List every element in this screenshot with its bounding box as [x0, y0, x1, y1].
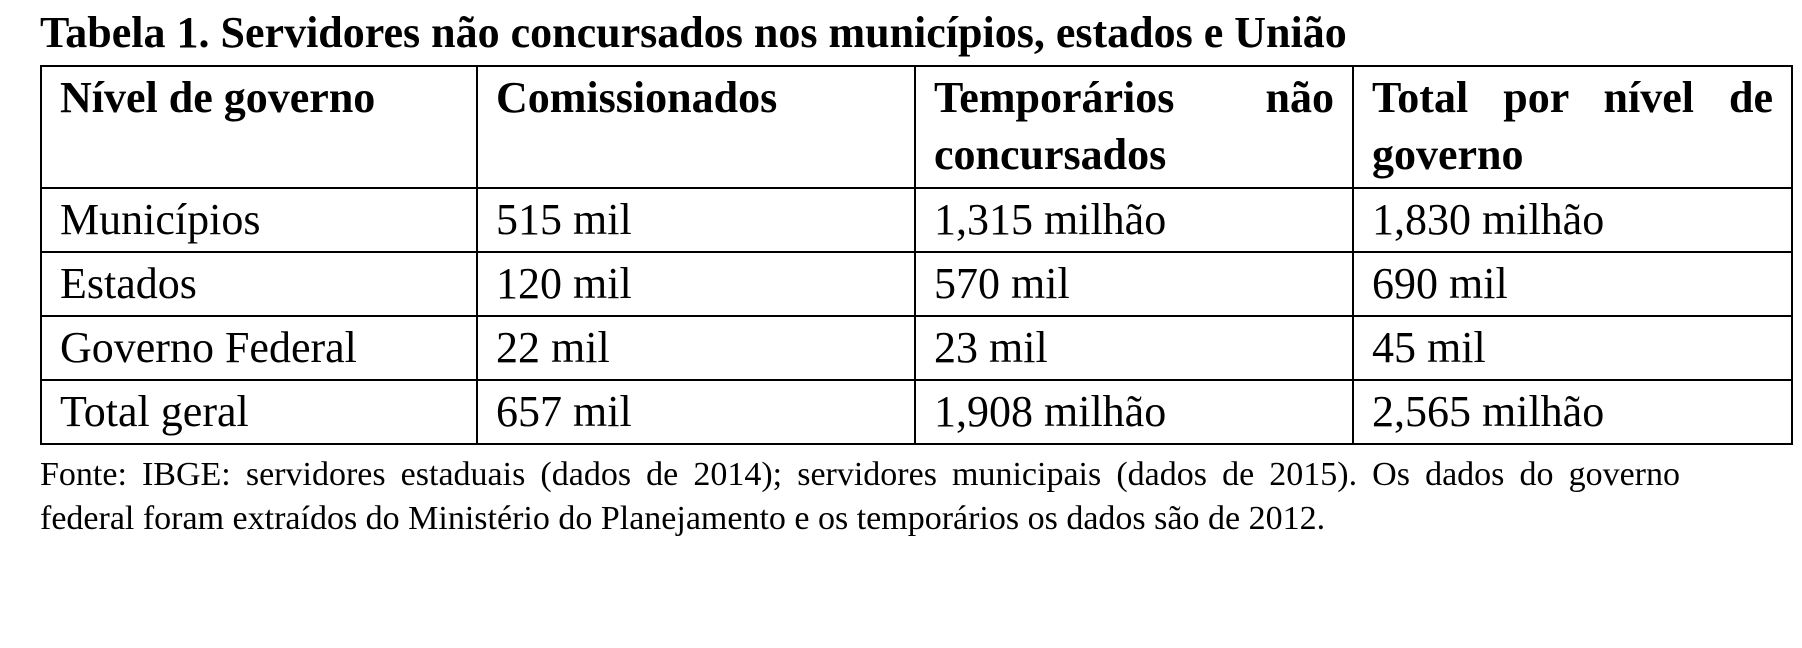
table-row: Estados 120 mil 570 mil 690 mil	[40, 251, 1793, 317]
table-row: Governo Federal 22 mil 23 mil 45 mil	[40, 315, 1793, 381]
table-cell: 1,908 milhão	[914, 379, 1354, 445]
data-table: Nível de governo Comissionados Temporári…	[40, 65, 1793, 445]
column-header-level: Nível de governo	[40, 65, 478, 189]
table-cell: 23 mil	[914, 315, 1354, 381]
column-header-total: Total por nível de governo	[1352, 65, 1793, 189]
table-cell: 1,315 milhão	[914, 187, 1354, 253]
table-cell: Municípios	[40, 187, 478, 253]
table-cell: Estados	[40, 251, 478, 317]
table-title: Tabela 1. Servidores não concursados nos…	[40, 8, 1347, 57]
table-header-row: Nível de governo Comissionados Temporári…	[40, 65, 1793, 189]
table-cell: 570 mil	[914, 251, 1354, 317]
table-cell: 22 mil	[476, 315, 916, 381]
table-cell: 515 mil	[476, 187, 916, 253]
table-cell: 657 mil	[476, 379, 916, 445]
table-cell: 1,830 milhão	[1352, 187, 1793, 253]
table-cell: 690 mil	[1352, 251, 1793, 317]
table-cell: 120 mil	[476, 251, 916, 317]
source-note: Fonte: IBGE: servidores estaduais (dados…	[40, 456, 1680, 537]
table-cell: 2,565 milhão	[1352, 379, 1793, 445]
table-row: Municípios 515 mil 1,315 milhão 1,830 mi…	[40, 187, 1793, 253]
table-cell: 45 mil	[1352, 315, 1793, 381]
table-cell: Governo Federal	[40, 315, 478, 381]
table-cell: Total geral	[40, 379, 478, 445]
column-header-commissioned: Comissionados	[476, 65, 916, 189]
document-page: Tabela 1. Servidores não concursados nos…	[40, 8, 1793, 541]
column-header-temporary: Temporários não concursados	[914, 65, 1354, 189]
table-row-total: Total geral 657 mil 1,908 milhão 2,565 m…	[40, 379, 1793, 445]
